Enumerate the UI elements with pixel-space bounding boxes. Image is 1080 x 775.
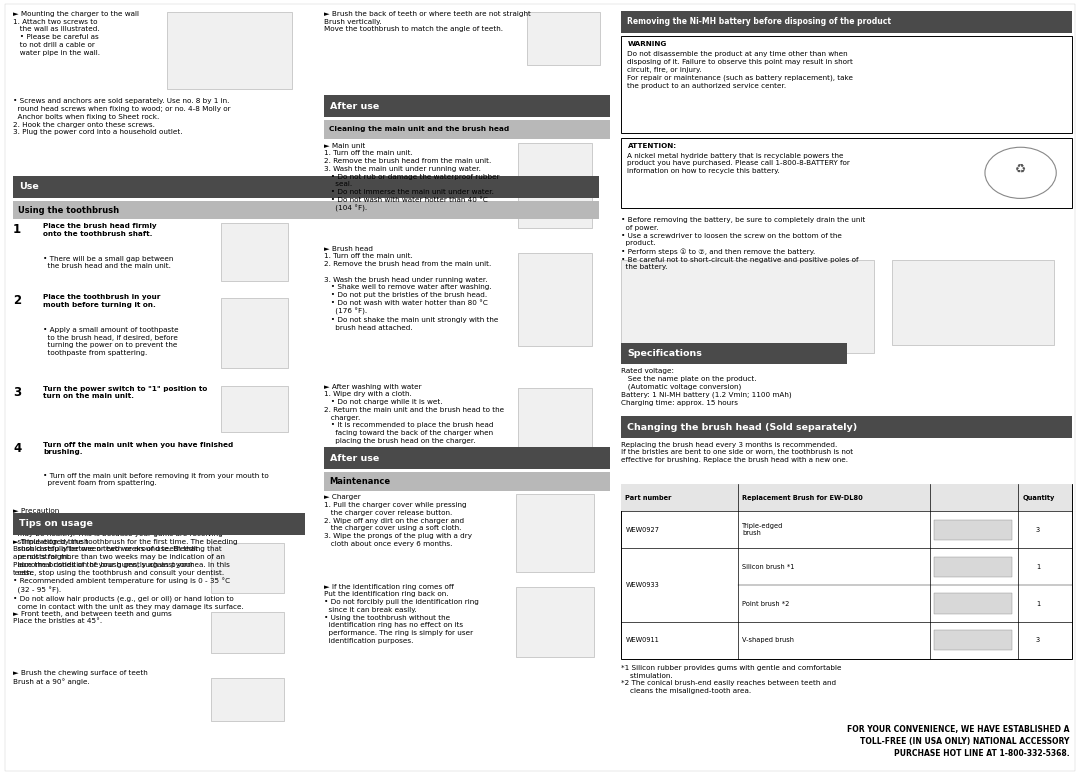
Bar: [621, 484, 1072, 512]
Text: WEW0911: WEW0911: [625, 637, 659, 643]
Text: Point brush *2: Point brush *2: [742, 601, 789, 607]
Text: Quantity: Quantity: [1023, 495, 1055, 501]
Text: Specifications: Specifications: [627, 349, 702, 358]
Bar: [211, 612, 284, 653]
Text: Replacing the brush head every 3 months is recommended.
If the bristles are bent: Replacing the brush head every 3 months …: [621, 442, 853, 463]
Bar: [621, 484, 1072, 659]
Text: ► Mounting the charger to the wall
1. Attach two screws to
   the wall as illust: ► Mounting the charger to the wall 1. At…: [13, 11, 139, 56]
Bar: [221, 223, 288, 281]
Bar: [518, 253, 592, 346]
Bar: [518, 388, 592, 465]
Bar: [324, 120, 610, 139]
Bar: [621, 260, 874, 353]
Text: ► Front teeth, and between teeth and gums
Place the bristles at 45°.: ► Front teeth, and between teeth and gum…: [13, 611, 172, 625]
Bar: [13, 201, 599, 219]
Text: ► Brush the chewing surface of teeth
Brush at a 90° angle.: ► Brush the chewing surface of teeth Bru…: [13, 670, 148, 685]
Text: WEW0927: WEW0927: [625, 527, 659, 533]
Text: 3: 3: [1036, 637, 1040, 643]
Text: 2: 2: [13, 294, 22, 308]
Bar: [211, 542, 284, 593]
Text: *1 Silicon rubber provides gums with gentle and comfortable
    stimulation.
*2 : *1 Silicon rubber provides gums with gen…: [621, 665, 841, 694]
Bar: [892, 260, 1054, 345]
Bar: [516, 494, 594, 572]
Text: ♻: ♻: [1015, 163, 1026, 175]
Text: A nickel metal hydride battery that is recyclable powers the
product you have pu: A nickel metal hydride battery that is r…: [627, 153, 850, 174]
Text: • Before removing the battery, be sure to completely drain the unit
  of power.
: • Before removing the battery, be sure t…: [621, 217, 865, 270]
Bar: [527, 12, 600, 65]
Text: Silicon brush *1: Silicon brush *1: [742, 563, 794, 570]
Text: • Screws and anchors are sold separately. Use no. 8 by 1 in.
  round head screws: • Screws and anchors are sold separately…: [13, 98, 231, 136]
Text: • There will be a small gap between
  the brush head and the main unit.: • There will be a small gap between the …: [43, 256, 174, 269]
Bar: [324, 95, 610, 117]
Text: ► If the identification ring comes off
Put the identification ring back on.
• Do: ► If the identification ring comes off P…: [324, 584, 478, 644]
Text: 3: 3: [1036, 527, 1040, 533]
Bar: [518, 143, 592, 228]
Text: ► Charger
1. Pull the charger cover while pressing
   the charger cover release : ► Charger 1. Pull the charger cover whil…: [324, 494, 472, 547]
Text: Turn the power switch to "1" position to
turn on the main unit.: Turn the power switch to "1" position to…: [43, 386, 207, 399]
Text: Triple-edged
brush: Triple-edged brush: [742, 523, 783, 536]
Text: After use: After use: [330, 453, 380, 463]
Text: Part number: Part number: [625, 495, 672, 501]
Text: WEW0933: WEW0933: [625, 582, 659, 588]
Text: 3: 3: [13, 386, 22, 399]
Text: Turn off the main unit when you have finished
brushing.: Turn off the main unit when you have fin…: [43, 442, 233, 455]
Bar: [324, 447, 610, 469]
Text: 4: 4: [13, 442, 22, 455]
Text: ► Brush head
1. Turn off the main unit.
2. Remove the brush head from the main u: ► Brush head 1. Turn off the main unit. …: [324, 246, 498, 331]
Text: 1: 1: [1036, 601, 1040, 607]
Text: FOR YOUR CONVENIENCE, WE HAVE ESTABLISHED A
TOLL-FREE (IN USA ONLY) NATIONAL ACC: FOR YOUR CONVENIENCE, WE HAVE ESTABLISHE…: [847, 725, 1069, 758]
Bar: [167, 12, 292, 89]
Bar: [221, 298, 288, 368]
Text: Cleaning the main unit and the brush head: Cleaning the main unit and the brush hea…: [329, 126, 510, 133]
Text: Tips on usage: Tips on usage: [19, 519, 93, 529]
Text: Replacement Brush for EW-DL80: Replacement Brush for EW-DL80: [742, 495, 863, 501]
Text: After use: After use: [330, 102, 380, 111]
Text: V-shaped brush: V-shaped brush: [742, 637, 794, 643]
Text: ► After washing with water
1. Wipe dry with a cloth.
   • Do not charge while it: ► After washing with water 1. Wipe dry w…: [324, 384, 504, 444]
Bar: [621, 138, 1072, 208]
Bar: [324, 472, 610, 491]
Text: Rated voltage:
   See the name plate on the product.
   (Automatic voltage conve: Rated voltage: See the name plate on the…: [621, 368, 792, 406]
Bar: [621, 343, 847, 364]
Bar: [934, 520, 1012, 540]
Text: ► Triple-edged brush
Brush carefully between teeth or around teeth that
are not : ► Triple-edged brush Brush carefully bet…: [13, 539, 198, 576]
Bar: [934, 594, 1012, 614]
Bar: [13, 176, 599, 198]
Text: • Turn off the main unit before removing it from your mouth to
  prevent foam fr: • Turn off the main unit before removing…: [43, 473, 269, 486]
Bar: [211, 678, 284, 721]
Text: ATTENTION:: ATTENTION:: [627, 143, 676, 149]
Text: 1: 1: [13, 223, 22, 236]
Text: 1: 1: [1036, 563, 1040, 570]
Text: Removing the Ni-MH battery before disposing of the product: Removing the Ni-MH battery before dispos…: [627, 17, 891, 26]
Bar: [13, 513, 305, 535]
Text: ► Precaution
• When you first begin using the toothbrush, you may
  experience s: ► Precaution • When you first begin usin…: [13, 508, 247, 610]
Text: WARNING: WARNING: [627, 41, 666, 47]
Text: ► Brush the back of teeth or where teeth are not straight
Brush vertically.
Move: ► Brush the back of teeth or where teeth…: [324, 11, 531, 33]
Text: Do not disassemble the product at any time other than when
disposing of it. Fail: Do not disassemble the product at any ti…: [627, 51, 853, 88]
Text: ► Main unit
1. Turn off the main unit.
2. Remove the brush head from the main un: ► Main unit 1. Turn off the main unit. 2…: [324, 143, 500, 212]
Bar: [221, 386, 288, 432]
Text: • Apply a small amount of toothpaste
  to the brush head, if desired, before
  t: • Apply a small amount of toothpaste to …: [43, 327, 179, 356]
Text: Changing the brush head (Sold separately): Changing the brush head (Sold separately…: [627, 422, 858, 432]
Bar: [516, 587, 594, 657]
Bar: [621, 36, 1072, 133]
Text: Use: Use: [19, 182, 39, 191]
Text: Using the toothbrush: Using the toothbrush: [18, 205, 120, 215]
Bar: [934, 556, 1012, 577]
Text: Place the toothbrush in your
mouth before turning it on.: Place the toothbrush in your mouth befor…: [43, 294, 161, 308]
Text: Place the brush head firmly
onto the toothbrush shaft.: Place the brush head firmly onto the too…: [43, 223, 157, 236]
Bar: [621, 416, 1072, 438]
Bar: [934, 630, 1012, 650]
Bar: [621, 11, 1072, 33]
Text: Maintenance: Maintenance: [329, 477, 391, 486]
